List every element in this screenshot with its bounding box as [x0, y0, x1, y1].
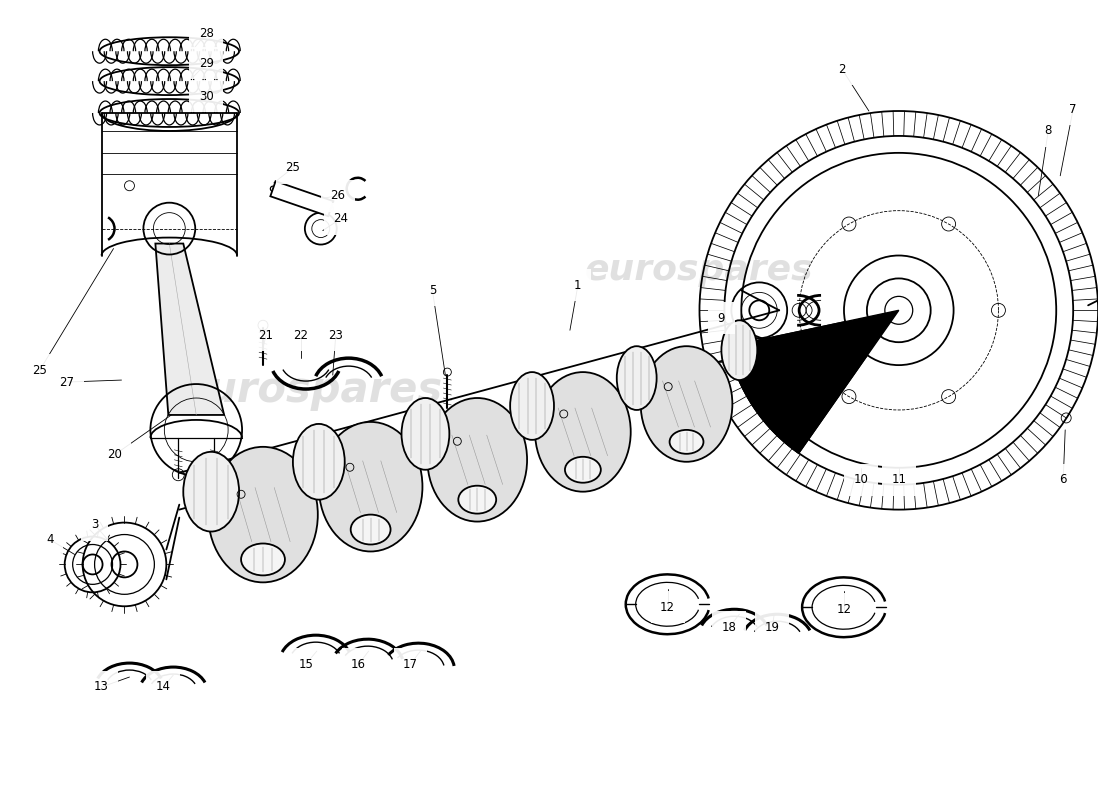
Text: 27: 27: [59, 375, 74, 389]
Text: 7: 7: [1069, 102, 1077, 115]
Text: 21: 21: [258, 329, 274, 342]
Text: 1: 1: [574, 279, 582, 292]
Text: 19: 19: [764, 621, 780, 634]
Text: 16: 16: [351, 658, 366, 670]
Ellipse shape: [535, 372, 630, 492]
Polygon shape: [728, 310, 899, 453]
Text: 4: 4: [46, 533, 54, 546]
Text: 2: 2: [838, 62, 846, 76]
Text: 26: 26: [330, 190, 345, 202]
Text: 28: 28: [199, 26, 213, 40]
Ellipse shape: [670, 430, 704, 454]
Text: 9: 9: [717, 312, 725, 325]
Text: 8: 8: [1045, 125, 1052, 138]
Ellipse shape: [241, 543, 285, 575]
Text: 29: 29: [199, 57, 213, 70]
Ellipse shape: [319, 422, 422, 551]
Text: 10: 10: [854, 474, 868, 486]
Text: eurospares: eurospares: [585, 254, 814, 287]
Ellipse shape: [402, 398, 450, 470]
Text: eurospares: eurospares: [179, 369, 442, 411]
Text: 30: 30: [199, 90, 213, 102]
Text: 25: 25: [286, 162, 300, 174]
Text: 3: 3: [91, 518, 98, 531]
Ellipse shape: [510, 372, 554, 440]
Text: 15: 15: [298, 658, 314, 670]
Text: 23: 23: [328, 329, 343, 342]
Ellipse shape: [184, 452, 239, 531]
Text: 20: 20: [107, 448, 122, 462]
Ellipse shape: [565, 457, 601, 482]
Text: 18: 18: [722, 621, 737, 634]
Text: 11: 11: [891, 474, 906, 486]
Text: 6: 6: [1059, 474, 1067, 486]
Text: 14: 14: [156, 681, 170, 694]
Text: 12: 12: [836, 602, 851, 616]
Polygon shape: [728, 322, 867, 453]
Ellipse shape: [459, 486, 496, 514]
Ellipse shape: [640, 346, 733, 462]
Text: 17: 17: [403, 658, 418, 670]
Text: 5: 5: [429, 284, 436, 297]
Text: 24: 24: [333, 212, 349, 225]
Text: 12: 12: [660, 601, 675, 614]
Ellipse shape: [208, 447, 318, 582]
Text: 25: 25: [32, 364, 47, 377]
Polygon shape: [155, 243, 224, 415]
Ellipse shape: [351, 514, 390, 545]
Ellipse shape: [428, 398, 527, 522]
Ellipse shape: [617, 346, 657, 410]
Text: 22: 22: [294, 329, 308, 342]
Ellipse shape: [293, 424, 344, 500]
Polygon shape: [271, 181, 333, 216]
Text: 13: 13: [95, 681, 109, 694]
Ellipse shape: [722, 320, 757, 380]
